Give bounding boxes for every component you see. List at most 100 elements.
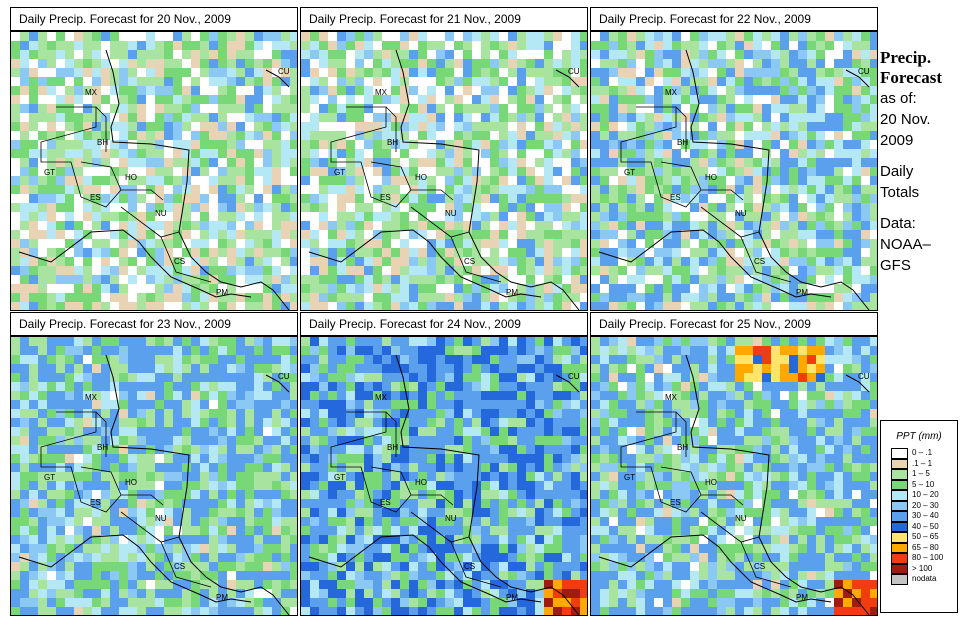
precip-cell <box>301 382 310 391</box>
precip-cell <box>735 266 744 275</box>
precip-cell <box>173 149 182 158</box>
precip-cell <box>272 445 281 454</box>
precip-cell <box>281 275 290 284</box>
precip-cell <box>717 239 726 248</box>
precip-cell <box>20 535 29 544</box>
precip-cell <box>364 472 373 481</box>
precip-cell <box>762 68 771 77</box>
precip-cell <box>173 122 182 131</box>
precip-cell <box>236 95 245 104</box>
precip-cell <box>382 454 391 463</box>
precip-cell <box>328 418 337 427</box>
precip-cell <box>427 436 436 445</box>
precip-cell <box>418 472 427 481</box>
precip-cell <box>427 302 436 310</box>
precip-cell <box>56 607 65 615</box>
precip-cell <box>472 239 481 248</box>
precip-cell <box>454 562 463 571</box>
precip-cell <box>699 293 708 302</box>
precip-cell <box>382 436 391 445</box>
precip-cell <box>301 140 310 149</box>
precip-cell <box>798 382 807 391</box>
precip-cell <box>92 481 101 490</box>
precip-cell <box>789 203 798 212</box>
precip-cell <box>571 167 580 176</box>
precip-cell <box>663 346 672 355</box>
precip-cell <box>517 382 526 391</box>
precip-cell <box>870 212 877 221</box>
precip-cell <box>173 454 182 463</box>
precip-cell <box>128 391 137 400</box>
precip-cell <box>272 77 281 86</box>
precip-cell <box>600 239 609 248</box>
precip-cell <box>861 185 870 194</box>
precip-cell <box>454 490 463 499</box>
precip-cell <box>146 248 155 257</box>
precip-cell <box>544 275 553 284</box>
precip-cell <box>418 490 427 499</box>
precip-cell <box>544 436 553 445</box>
precip-cell <box>382 275 391 284</box>
precip-cell <box>263 337 272 346</box>
precip-cell <box>400 571 409 580</box>
precip-cell <box>562 373 571 382</box>
precip-cell <box>182 508 191 517</box>
precip-cell <box>834 382 843 391</box>
precip-cell <box>627 185 636 194</box>
precip-cell <box>101 176 110 185</box>
precip-cell <box>263 436 272 445</box>
precip-cell <box>798 95 807 104</box>
precip-cell <box>463 553 472 562</box>
precip-cell <box>645 418 654 427</box>
precip-cell <box>290 409 297 418</box>
precip-cell <box>481 185 490 194</box>
precip-cell <box>535 337 544 346</box>
precip-cell <box>310 302 319 310</box>
precip-cell <box>508 158 517 167</box>
precip-cell <box>526 562 535 571</box>
precip-cell <box>337 346 346 355</box>
precip-cell <box>843 248 852 257</box>
precip-cell <box>391 517 400 526</box>
precip-cell <box>535 463 544 472</box>
precip-cell <box>355 526 364 535</box>
precip-cell <box>319 481 328 490</box>
precip-cell <box>409 293 418 302</box>
precip-cell <box>672 185 681 194</box>
precip-cell <box>137 266 146 275</box>
precip-cell <box>535 472 544 481</box>
precip-cell <box>798 59 807 68</box>
precip-cell <box>92 544 101 553</box>
precip-cell <box>609 409 618 418</box>
precip-cell <box>517 526 526 535</box>
precip-cell <box>409 382 418 391</box>
precip-cell <box>445 185 454 194</box>
precip-cell <box>508 257 517 266</box>
precip-cell <box>517 32 526 41</box>
precip-cell <box>29 364 38 373</box>
precip-cell <box>580 77 587 86</box>
precip-cell <box>373 589 382 598</box>
precip-cell <box>834 122 843 131</box>
precip-cell <box>74 266 83 275</box>
precip-cell <box>182 230 191 239</box>
precip-cell <box>337 50 346 59</box>
precip-cell <box>436 508 445 517</box>
forecast-panel: Daily Precip. Forecast for 24 Nov., 2009… <box>300 312 588 616</box>
precip-cell <box>762 194 771 203</box>
precip-cell <box>816 257 825 266</box>
precip-cell <box>436 68 445 77</box>
precip-cell <box>535 490 544 499</box>
precip-cell <box>337 113 346 122</box>
precip-cell <box>618 59 627 68</box>
precip-cell <box>227 499 236 508</box>
precip-cell <box>209 346 218 355</box>
precip-cell <box>56 391 65 400</box>
precip-cell <box>753 185 762 194</box>
precip-cell <box>690 409 699 418</box>
precip-cell <box>173 257 182 266</box>
precip-cell <box>780 104 789 113</box>
precip-cell <box>609 95 618 104</box>
precip-cell <box>310 490 319 499</box>
precip-cell <box>101 508 110 517</box>
